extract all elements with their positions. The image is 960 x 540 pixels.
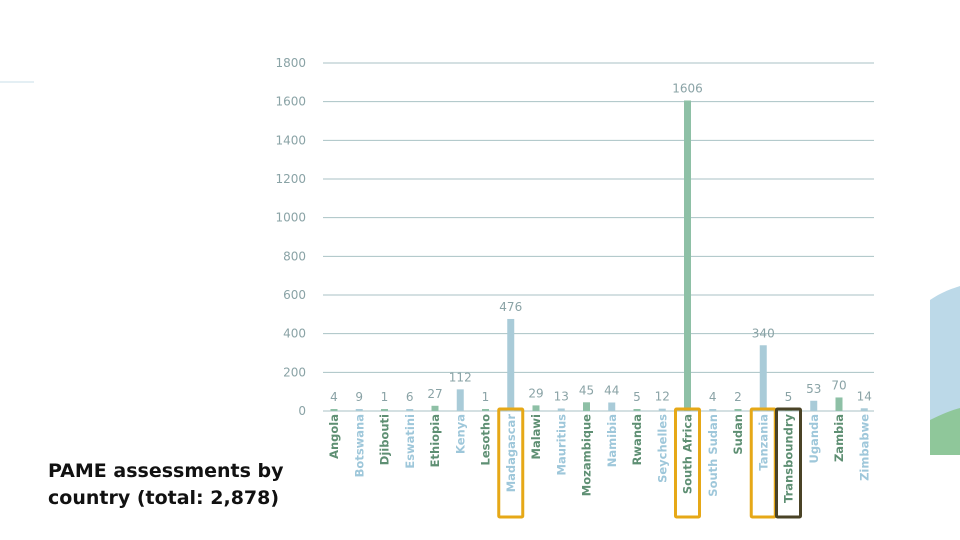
y-tick-label: 1800 — [275, 56, 306, 70]
x-tick-label: Transboundry — [782, 413, 796, 502]
y-tick-label: 1600 — [275, 95, 306, 109]
bar — [684, 100, 691, 412]
bar — [633, 409, 641, 411]
x-tick-label: Namibia — [605, 414, 619, 467]
gridlines — [323, 62, 874, 412]
slide-top-panel — [34, 15, 930, 455]
x-tick-label: Lesotho — [479, 414, 493, 466]
x-tick-label: Mozambique — [580, 414, 594, 496]
y-tick-label: 1200 — [275, 172, 306, 186]
data-label: 5 — [633, 390, 641, 404]
bars — [330, 100, 868, 412]
bar — [507, 318, 515, 411]
x-tick-label: Uganda — [807, 414, 821, 464]
data-label: 4 — [709, 390, 717, 404]
x-axis-labels: Angola Botswana Djibouti Eswatini Ethiopia Ke… — [327, 413, 871, 502]
data-label: 6 — [406, 390, 414, 404]
bar — [456, 389, 464, 411]
data-label: 340 — [752, 326, 775, 340]
x-tick-label: South Sudan — [706, 414, 720, 497]
data-label: 44 — [604, 383, 619, 397]
highlight-box — [497, 407, 525, 519]
x-tick-label: Angola — [327, 414, 341, 459]
bar — [330, 409, 338, 411]
data-label: 4 — [330, 390, 338, 404]
data-label: 14 — [857, 389, 872, 403]
data-labels: 4 9 1 6 27 112 1 476 29 13 45 44 5 12 1606 4 2 340 5 53 70 14 — [330, 82, 872, 404]
bar — [406, 409, 414, 411]
x-tick-label: Eswatini — [403, 414, 417, 469]
bar — [759, 345, 767, 411]
x-tick-label: Zambia — [832, 414, 846, 462]
data-label: 1 — [482, 390, 490, 404]
x-tick-label: Tanzania — [756, 414, 770, 471]
data-label: 13 — [554, 389, 569, 403]
data-label: 9 — [355, 390, 363, 404]
bar — [658, 408, 666, 411]
highlight-box — [674, 407, 701, 519]
highlight-boxes — [497, 407, 802, 519]
data-label: 29 — [528, 386, 543, 400]
x-tick-label: Kenya — [453, 414, 467, 454]
bar — [860, 408, 868, 411]
y-tick-label: 1400 — [275, 133, 306, 147]
bar — [810, 400, 818, 411]
bar — [431, 405, 439, 411]
caption-line-1: PAME assessments by — [48, 460, 284, 482]
x-tick-label: Madagascar — [504, 414, 518, 493]
x-tick-label: Botswana — [352, 414, 366, 477]
bar — [608, 402, 616, 411]
data-label: 53 — [806, 382, 821, 396]
highlight-box — [775, 407, 802, 519]
bar — [381, 409, 388, 411]
bar — [557, 408, 565, 411]
chart-caption: PAME assessments by country (total: 2,87… — [48, 458, 298, 512]
data-label: 45 — [579, 383, 594, 397]
data-label: 1 — [381, 390, 389, 404]
y-tick-label: 1000 — [275, 211, 306, 225]
data-label: 27 — [427, 387, 442, 401]
data-label: 476 — [499, 300, 522, 314]
bar — [583, 402, 590, 411]
caption-line-2: country (total: 2,878) — [48, 487, 280, 509]
x-tick-label: Djibouti — [378, 414, 392, 465]
data-label: 2 — [734, 390, 742, 404]
x-tick-label: Sudan — [731, 414, 745, 455]
bar — [532, 405, 540, 411]
y-tick-label: 400 — [283, 327, 306, 341]
data-label: 1606 — [672, 82, 703, 96]
x-tick-label: Ethiopia — [428, 414, 442, 467]
deco-green-wave — [930, 408, 960, 455]
x-tick-label: Seychelles — [655, 414, 669, 483]
data-label: 112 — [449, 370, 472, 384]
bar — [482, 409, 489, 411]
x-tick-label: Mauritius — [554, 414, 568, 476]
y-axis-ticks: 0 200 400 600 800 1000 1200 1400 1600 1800 — [275, 56, 306, 418]
data-label: 5 — [785, 390, 793, 404]
data-label: 70 — [831, 378, 846, 392]
bar — [734, 409, 742, 411]
y-tick-label: 600 — [283, 288, 306, 302]
bar — [835, 397, 843, 411]
y-tick-label: 200 — [283, 365, 306, 379]
data-label: 12 — [655, 390, 670, 404]
bar — [355, 409, 363, 411]
x-tick-label: Rwanda — [630, 414, 644, 465]
x-tick-label: Malawi — [529, 414, 543, 459]
bar — [709, 409, 717, 411]
y-tick-label: 800 — [283, 249, 306, 263]
x-tick-label: South Africa — [681, 414, 695, 494]
x-tick-label: Zimbabwe — [857, 414, 871, 481]
y-tick-label: 0 — [298, 404, 306, 418]
